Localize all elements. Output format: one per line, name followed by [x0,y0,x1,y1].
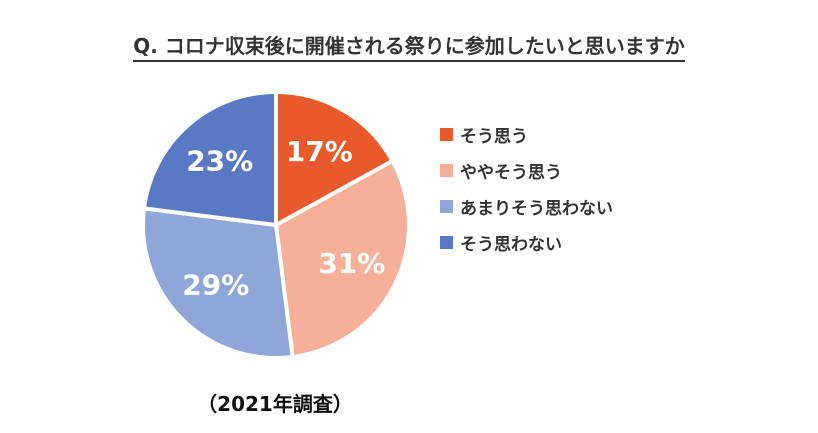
chart-title: Q. コロナ収束後に開催される祭りに参加したいと思いますか [0,30,818,62]
data-label-3: 29% [182,269,249,302]
legend-swatch-3 [440,199,453,213]
legend-label-3: あまりそう思わない [460,198,613,219]
legend-item-2: ややそう思う [440,152,613,188]
survey-year-note: （2021年調査） [197,392,353,416]
data-label-2: 31% [318,247,385,280]
legend-swatch-4 [440,235,453,249]
data-label-4: 23% [186,145,253,178]
pie-slice-1 [274,90,395,227]
legend-item-3: あまりそう思わない [440,188,613,224]
legend-label-4: そう思わない [460,234,562,255]
legend-item-4: そう思わない [440,224,613,260]
chart-title-text: Q. コロナ収束後に開催される祭りに参加したいと思いますか [133,34,685,62]
legend-label-1: そう思う [460,126,528,147]
pie-slice-2 [274,158,411,359]
legend-swatch-1 [440,127,453,141]
data-label-1: 17% [286,135,353,168]
legend: そう思うややそう思うあまりそう思わない そう思わない [440,116,613,260]
legend-label-2: ややそう思う [460,162,562,183]
legend-item-1: そう思う [440,116,613,152]
legend-swatch-2 [440,163,453,177]
pie-slice-4 [142,90,278,227]
pie-slice-3 [141,206,295,360]
